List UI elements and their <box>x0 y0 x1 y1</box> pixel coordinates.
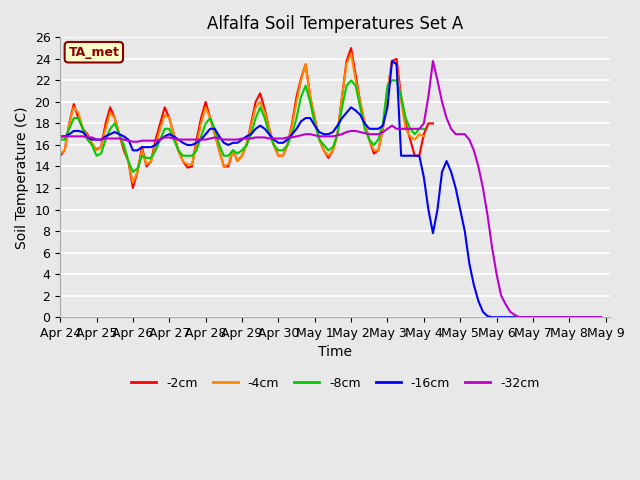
Text: TA_met: TA_met <box>68 46 119 59</box>
X-axis label: Time: Time <box>318 346 352 360</box>
Y-axis label: Soil Temperature (C): Soil Temperature (C) <box>15 106 29 249</box>
Legend: -2cm, -4cm, -8cm, -16cm, -32cm: -2cm, -4cm, -8cm, -16cm, -32cm <box>126 372 545 395</box>
Title: Alfalfa Soil Temperatures Set A: Alfalfa Soil Temperatures Set A <box>207 15 463 33</box>
